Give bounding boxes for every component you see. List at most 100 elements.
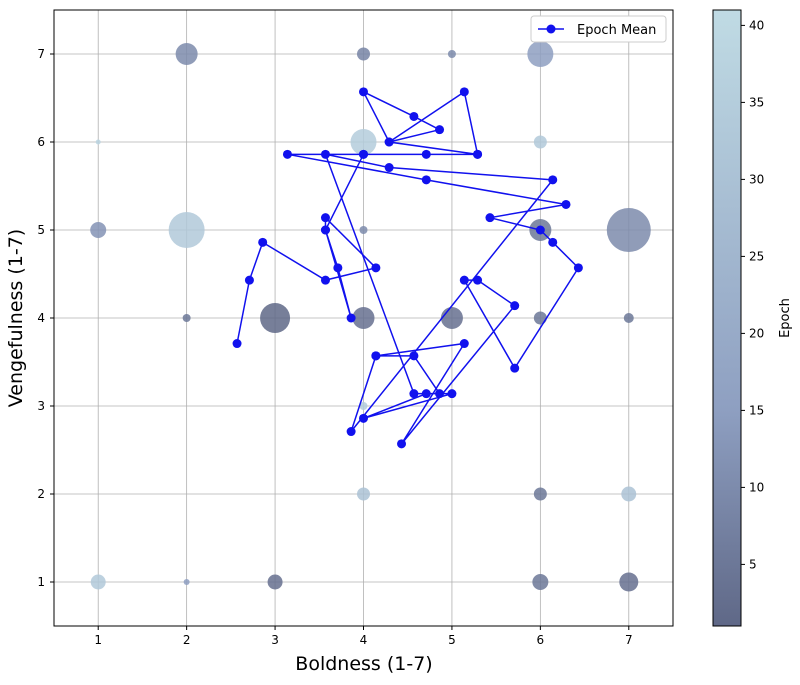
scatter-bubbles xyxy=(90,41,651,592)
epoch-mean-point-40 xyxy=(409,389,419,399)
epoch-mean-point-20 xyxy=(421,149,431,159)
y-tick-label-7: 7 xyxy=(37,47,45,61)
epoch-mean-point-23 xyxy=(561,199,571,209)
epoch-mean-point-21 xyxy=(282,149,292,159)
epoch-mean-point-17 xyxy=(459,87,469,97)
bubble-20 xyxy=(533,487,547,501)
bubble-12 xyxy=(182,314,191,322)
y-tick-label-4: 4 xyxy=(37,311,45,325)
epoch-mean-point-8 xyxy=(333,263,343,273)
bubble-14 xyxy=(352,307,375,329)
bubble-15 xyxy=(440,307,463,329)
epoch-mean-point-41 xyxy=(320,149,330,159)
epoch-mean-point-24 xyxy=(485,213,495,223)
epoch-mean-point-9 xyxy=(320,225,330,235)
epoch-mean-point-33 xyxy=(459,339,469,349)
bubble-17 xyxy=(623,313,634,323)
epoch-mean-point-15 xyxy=(435,125,445,135)
epoch-mean-point-37 xyxy=(421,389,431,399)
bubble-11 xyxy=(606,208,651,252)
legend-label: Epoch Mean xyxy=(577,23,656,38)
y-tick-label-1: 1 xyxy=(37,575,45,589)
bubble-16 xyxy=(533,311,547,325)
epoch-mean-point-29 xyxy=(459,275,469,285)
epoch-mean-point-45 xyxy=(371,351,381,361)
x-tick-label-6: 6 xyxy=(537,633,545,647)
bubble-9 xyxy=(359,226,368,234)
epoch-mean-point-43 xyxy=(548,175,558,185)
bubble-5 xyxy=(350,129,377,155)
bubble-8 xyxy=(168,212,205,248)
epoch-mean-point-4 xyxy=(371,263,381,273)
colorbar-tick-label-20: 20 xyxy=(749,326,764,340)
y-tick-label-5: 5 xyxy=(37,223,45,237)
y-tick-label-3: 3 xyxy=(37,399,45,413)
x-tick-label-3: 3 xyxy=(271,633,279,647)
bubble-25 xyxy=(532,574,549,590)
bubble-22 xyxy=(90,574,106,590)
x-axis-label: Boldness (1-7) xyxy=(295,653,432,675)
x-tick-label-1: 1 xyxy=(94,633,102,647)
epoch-mean-point-13 xyxy=(359,87,368,97)
colorbar-tick-label-5: 5 xyxy=(749,557,757,571)
epoch-mean-series xyxy=(232,87,583,449)
epoch-mean-point-44 xyxy=(346,427,356,437)
y-axis-label: Vengefulness (1-7) xyxy=(5,229,27,407)
epoch-mean-point-30 xyxy=(473,275,483,285)
epoch-mean-point-31 xyxy=(510,301,520,311)
epoch-mean-point-0 xyxy=(232,339,242,349)
colorbar-tick-label-30: 30 xyxy=(749,172,764,186)
epoch-mean-point-1 xyxy=(244,275,254,285)
x-tick-label-2: 2 xyxy=(183,633,191,647)
y-tick-label-2: 2 xyxy=(37,487,45,501)
legend-marker-sample xyxy=(546,24,556,34)
bubble-21 xyxy=(621,486,637,502)
epoch-mean-point-14 xyxy=(409,111,419,121)
colorbar xyxy=(712,9,742,627)
epoch-mean-point-27 xyxy=(573,263,583,273)
colorbar-tick-label-25: 25 xyxy=(749,249,764,263)
y-axis-ticks: 1 2 3 4 5 6 7 xyxy=(37,47,54,589)
colorbar-tick-label-15: 15 xyxy=(749,403,764,417)
epoch-mean-point-28 xyxy=(510,363,520,373)
epoch-mean-point-25 xyxy=(535,225,545,235)
epoch-mean-point-3 xyxy=(320,275,330,285)
epoch-mean-line xyxy=(236,90,580,445)
legend-box xyxy=(530,15,667,43)
colorbar-ticks: 5 10 15 20 25 30 35 40 xyxy=(741,18,764,571)
bubble-4 xyxy=(95,139,101,145)
bubble-26 xyxy=(619,572,639,592)
epoch-mean-point-22 xyxy=(421,175,431,185)
epoch-mean-point-32 xyxy=(397,439,407,449)
bubble-19 xyxy=(357,487,370,501)
x-axis-ticks: 1 2 3 4 5 6 7 xyxy=(94,626,633,647)
x-tick-label-4: 4 xyxy=(360,633,368,647)
x-tick-label-7: 7 xyxy=(625,633,633,647)
colorbar-tick-label-10: 10 xyxy=(749,480,764,494)
x-tick-label-5: 5 xyxy=(448,633,456,647)
epoch-mean-point-18 xyxy=(473,149,483,159)
colorbar-label: Epoch xyxy=(778,298,793,338)
colorbar-tick-label-35: 35 xyxy=(749,95,764,109)
bubble-1 xyxy=(357,47,370,61)
y-tick-label-6: 6 xyxy=(37,135,45,149)
bubble-18 xyxy=(359,402,368,410)
epoch-mean-point-42 xyxy=(384,163,394,173)
epoch-mean-point-35 xyxy=(409,351,419,361)
bubble-24 xyxy=(267,574,283,590)
epoch-mean-point-19 xyxy=(359,149,368,159)
epoch-mean-point-2 xyxy=(258,237,268,247)
colorbar-tick-label-40: 40 xyxy=(749,18,764,32)
epoch-mean-point-26 xyxy=(548,237,558,247)
bubble-2 xyxy=(447,50,456,58)
epoch-mean-point-38 xyxy=(359,413,368,423)
epoch-mean-point-36 xyxy=(435,389,445,399)
bubble-0 xyxy=(175,43,198,65)
bubble-3 xyxy=(527,41,554,67)
epoch-mean-point-5 xyxy=(320,213,330,223)
epoch-mean-point-7 xyxy=(346,313,356,323)
epoch-mean-point-39 xyxy=(447,389,457,399)
epoch-mean-point-16 xyxy=(384,137,394,147)
legend: Epoch Mean xyxy=(530,15,667,43)
